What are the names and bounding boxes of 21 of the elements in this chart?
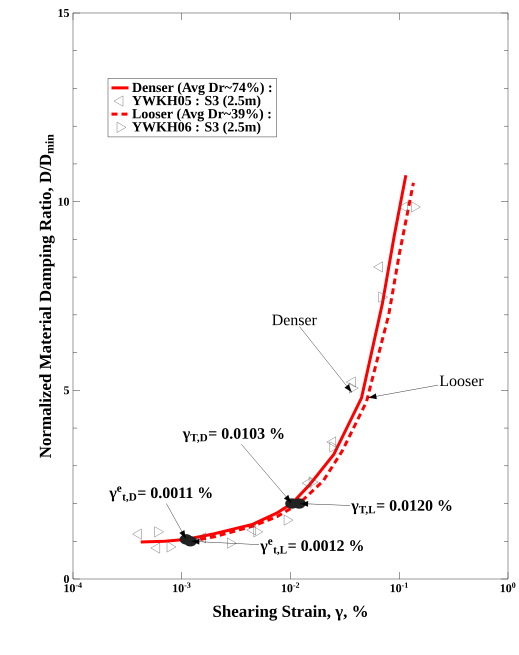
x-tick-label: 10$^{-3}$	[173, 582, 191, 592]
annotation: γ$^{e}$$_{t,D}$= 0.0011 %	[109, 486, 212, 502]
legend-label: YWKH05 : S3 (2.5m)	[132, 95, 260, 108]
x-axis-title: Shearing Strain, γ, %	[213, 605, 367, 621]
annotation: γ$^{e}$$_{t,L}$= 0.0012 %	[260, 539, 363, 556]
annotation: γ$_{T,L}$= 0.0120 %	[351, 500, 452, 515]
legend-label: Denser (Avg Dr~74%) :	[132, 82, 272, 96]
y-tick-label: 10	[58, 198, 70, 206]
legend-label: YWKH06 : S3 (2.5m)	[132, 122, 260, 134]
x-tick-label: 10$^{-2}$	[282, 582, 300, 592]
legend-label: Looser (Avg Dr~39%) :	[132, 108, 271, 122]
y-tick-label: 0	[64, 574, 70, 584]
x-tick-label: 10$^{-4}$	[64, 582, 82, 592]
x-tick-label: 10$^{-1}$	[390, 582, 408, 592]
annotation: Denser	[272, 314, 317, 326]
annotation: γ$_{T,D}$= 0.0103 %	[182, 428, 284, 443]
y-axis-title: Normalized Material Damping Ratio, D/D$_{min}$	[39, 134, 55, 458]
y-tick-label: 15	[58, 8, 70, 17]
annotation: Looser	[440, 376, 484, 386]
y-tick-label: 5	[64, 386, 70, 394]
x-tick-label: 10$^{0}$	[500, 582, 516, 592]
